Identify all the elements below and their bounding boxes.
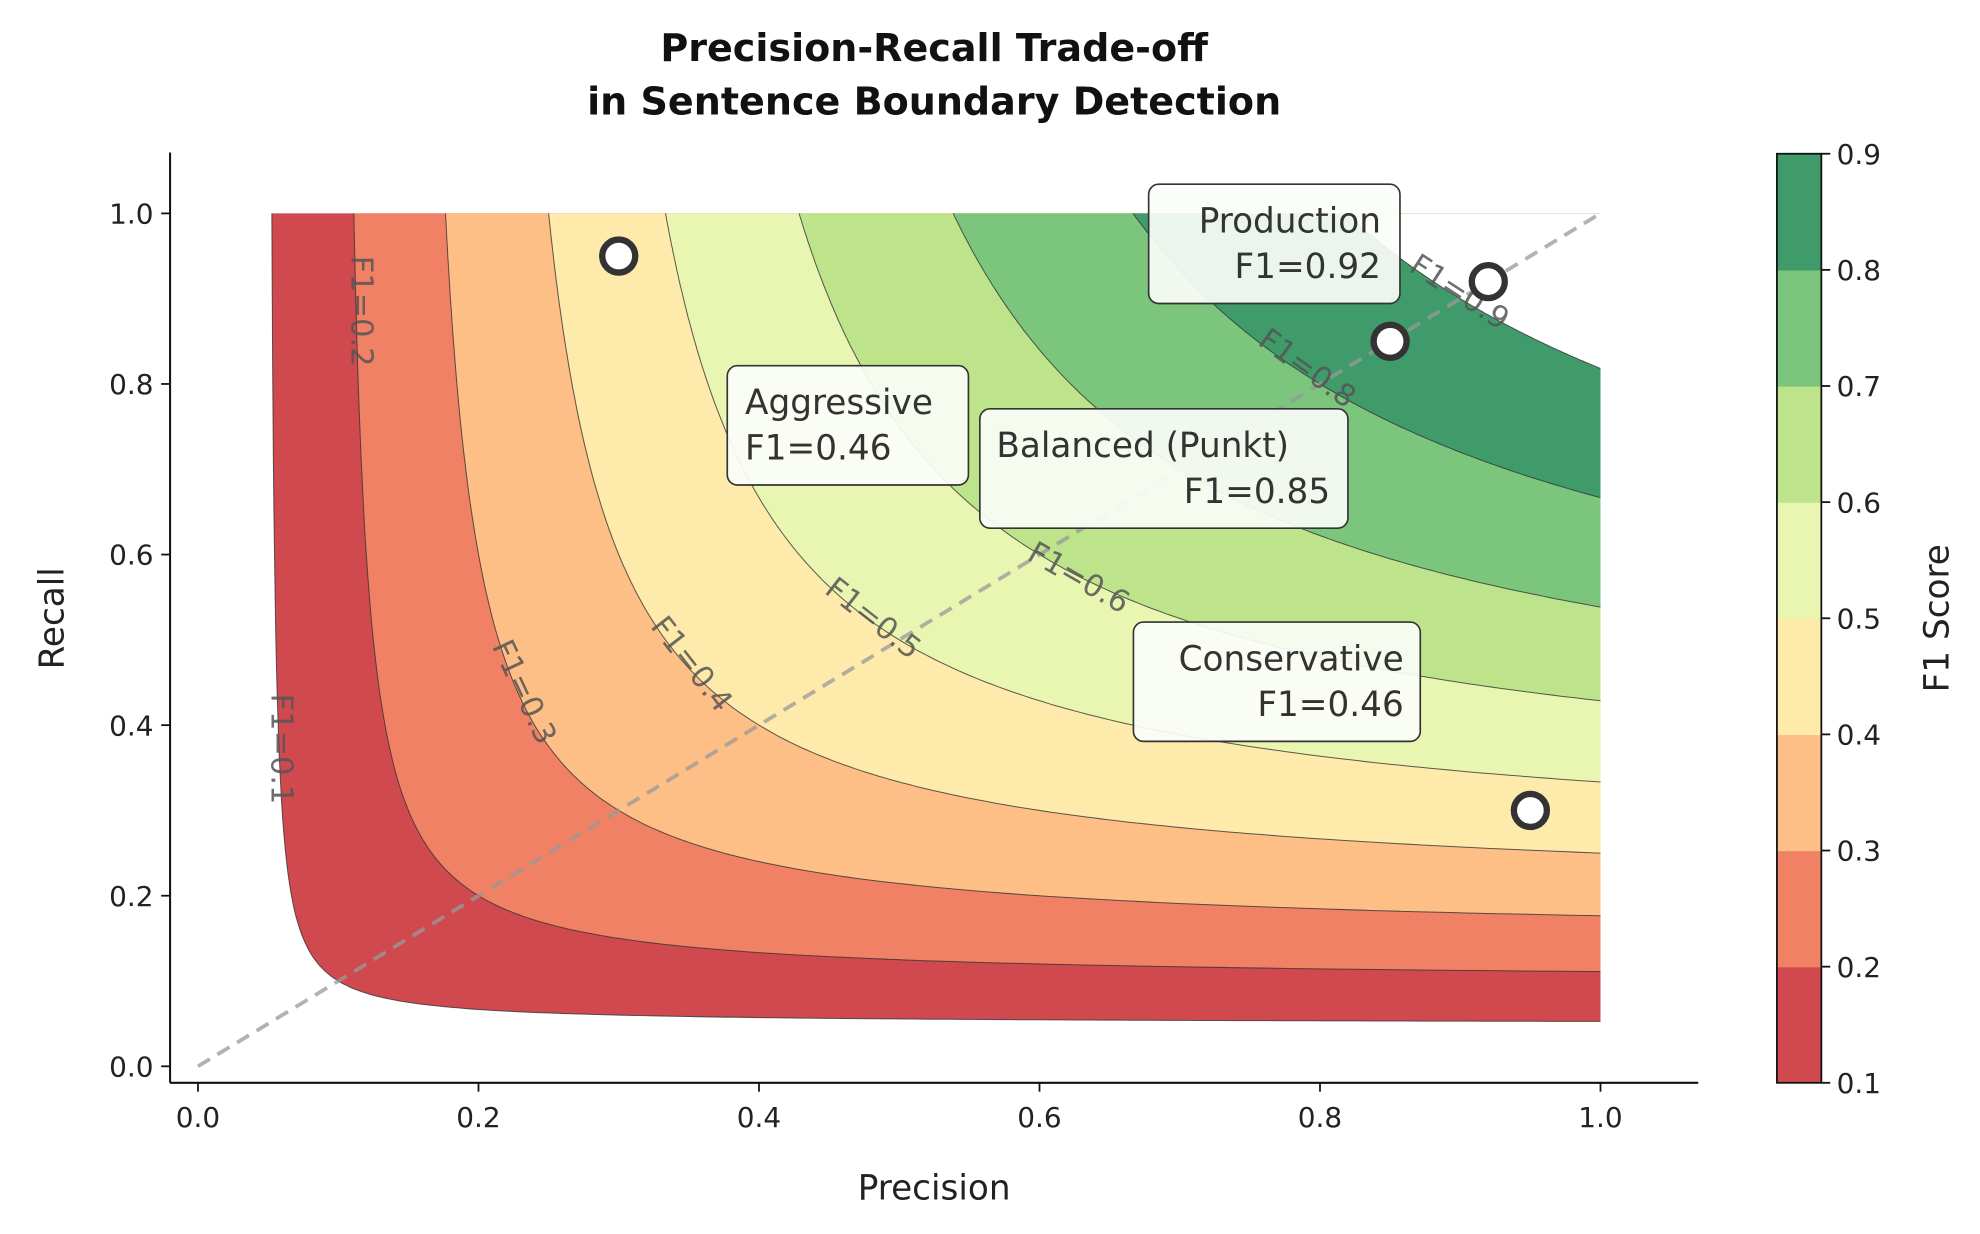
annotation-name: Production (1199, 201, 1381, 241)
colorbar-tick-label: 0.2 (1837, 951, 1881, 984)
annotation-value: F1=0.85 (1184, 472, 1330, 512)
x-tick-label: 0.0 (176, 1101, 220, 1134)
x-tick-label: 1.0 (1578, 1101, 1622, 1134)
y-tick-label: 0.2 (109, 880, 153, 913)
y-tick-label: 0.8 (109, 368, 153, 401)
colorbar-tick-label: 0.3 (1837, 835, 1881, 868)
annotation-value: F1=0.46 (745, 429, 891, 469)
contour-label: F1=0.2 (344, 256, 379, 367)
annotation-value: F1=0.46 (1257, 685, 1403, 725)
colorbar-tick-label: 0.6 (1837, 486, 1881, 519)
contour-label: F1=0.1 (264, 694, 299, 805)
contour-line-0.2 (353, 213, 1601, 973)
chart-title-line1: Precision-Recall Trade-off (660, 26, 1209, 70)
colorbar-band (1776, 153, 1822, 271)
annotation-box (726, 364, 970, 486)
colorbar-band (1776, 502, 1822, 619)
colorbar-band (1776, 618, 1822, 736)
colorbar-tick-label: 0.8 (1837, 254, 1881, 287)
x-tick-label: 0.2 (456, 1101, 500, 1134)
contour-line-0.4 (548, 213, 1601, 854)
annotation-name: Balanced (Punkt) (996, 426, 1289, 466)
x-tick-label: 0.8 (1298, 1101, 1342, 1134)
colorbar-band (1776, 850, 1822, 968)
plot-area: F1=0.1F1=0.2F1=0.3 F1=0.4 F1=0.5 F1=0.6F1=0… (109, 152, 1699, 1134)
colorbar-band (1776, 269, 1822, 387)
colorbar-tick-label: 0.1 (1837, 1067, 1881, 1100)
colorbar-band (1776, 966, 1822, 1084)
x-axis-label: Precision (858, 1169, 1011, 1209)
colorbar: 0.1 0.2 0.3 0.4 0.5 0.6 0.7 0.8 0.9 (1776, 138, 1881, 1100)
data-point-2 (1468, 261, 1508, 302)
data-point-1 (1370, 321, 1410, 361)
colorbar-tick-label: 0.7 (1837, 370, 1881, 403)
data-point-3 (1510, 790, 1551, 831)
annotation-name: Conservative (1179, 639, 1404, 679)
x-tick-label: 0.4 (737, 1101, 781, 1134)
annotation-2: Production F1=0.92 (1147, 183, 1401, 305)
y-tick-label: 0.0 (109, 1050, 153, 1083)
colorbar-band (1776, 386, 1822, 503)
contour-line-0.8 (1132, 213, 1601, 499)
annotation-1: Balanced (Punkt) F1=0.85 (979, 408, 1349, 529)
contour-line-0.5 (665, 213, 1601, 783)
colorbar-label: F1 Score (1917, 544, 1957, 692)
annotation-name: Aggressive (745, 383, 933, 423)
contour-line-0.3 (444, 213, 1601, 917)
contour-line-0.1 (271, 213, 1601, 1022)
colorbar-tick-label: 0.4 (1837, 719, 1881, 752)
x-tick-label: 0.6 (1017, 1101, 1061, 1134)
colorbar-band (1776, 734, 1822, 852)
y-axis-label: Recall (32, 567, 72, 669)
y-tick-label: 1.0 (109, 198, 153, 231)
data-point-0 (599, 236, 639, 276)
annotation-box (1132, 621, 1422, 743)
annotation-box (1147, 183, 1401, 305)
colorbar-tick-label: 0.5 (1837, 602, 1881, 635)
chart-title-line2: in Sentence Boundary Detection (587, 79, 1281, 123)
annotation-0: Aggressive F1=0.46 (726, 364, 970, 486)
annotation-box (979, 408, 1349, 529)
annotation-3: Conservative F1=0.46 (1132, 621, 1422, 743)
colorbar-tick-label: 0.9 (1837, 138, 1881, 171)
y-tick-label: 0.6 (109, 539, 153, 572)
annotation-value: F1=0.92 (1234, 247, 1380, 287)
y-tick-label: 0.4 (109, 709, 153, 742)
